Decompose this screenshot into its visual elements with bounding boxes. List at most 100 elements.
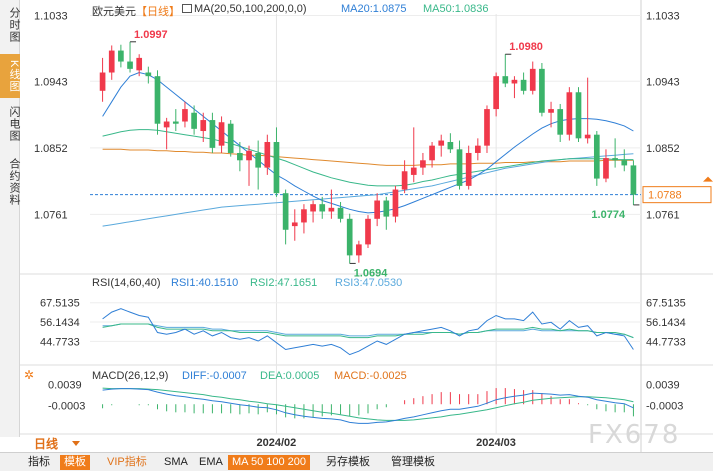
save-template-button[interactable]: 另存模板 bbox=[326, 456, 370, 468]
candle-body bbox=[200, 120, 207, 132]
candle-body bbox=[99, 72, 106, 91]
macd-macd-value: MACD:-0.0025 bbox=[334, 370, 407, 382]
macd-tick-left: 0.0039 bbox=[48, 380, 82, 392]
current-price-tag bbox=[642, 186, 712, 204]
price-tick-right: 1.0943 bbox=[646, 76, 680, 88]
rsi-tick-left: 44.7733 bbox=[40, 336, 80, 348]
tab-kline[interactable]: K线图 bbox=[0, 54, 20, 98]
candle-body bbox=[484, 109, 490, 146]
candle-body bbox=[301, 209, 307, 223]
manage-template-button[interactable]: 管理模板 bbox=[391, 456, 435, 468]
candle-body bbox=[511, 79, 518, 84]
bottom-toolbar: 指标 模板 VIP指标 SMA EMA MA 50 100 200 另存模板 管… bbox=[0, 452, 713, 471]
ma50-value: MA50:1.0836 bbox=[423, 3, 489, 15]
ma200-line bbox=[102, 148, 634, 166]
candle-body bbox=[118, 50, 124, 62]
candle-body bbox=[356, 244, 362, 256]
candle-body bbox=[374, 200, 380, 219]
candle-body bbox=[429, 145, 435, 161]
ma100-line bbox=[102, 153, 634, 227]
macd-diff-value: DIFF:-0.0007 bbox=[182, 370, 247, 382]
candle-body bbox=[584, 134, 591, 139]
candle-body bbox=[136, 57, 143, 71]
macd-diff-line bbox=[102, 388, 634, 424]
candle-body bbox=[438, 140, 445, 146]
candle-body bbox=[575, 92, 582, 139]
candle-body bbox=[630, 165, 637, 195]
rsi-lines bbox=[102, 308, 634, 356]
macd-tick-right: -0.0003 bbox=[646, 401, 683, 413]
candle-body bbox=[319, 204, 326, 212]
tab-timeshare[interactable]: 分时图 bbox=[8, 7, 20, 43]
candle-body bbox=[127, 61, 133, 69]
ma-50-100-200-button[interactable]: MA 50 100 200 bbox=[228, 455, 311, 470]
candle-body bbox=[108, 50, 115, 73]
low-annotation-1: 1.0694 bbox=[354, 267, 389, 279]
indicator-button[interactable]: 指标 bbox=[28, 456, 50, 468]
candle-body bbox=[255, 152, 262, 168]
sidebar: 分时图 K线图 闪电图 合约资料 bbox=[0, 0, 20, 437]
price-tick-left: 1.0761 bbox=[34, 209, 68, 221]
symbol-title: 欧元美元【日线】 bbox=[92, 6, 180, 18]
macd-settings-icon[interactable]: ✲ bbox=[24, 368, 35, 382]
rsi-label: RSI(14,60,40) bbox=[92, 277, 161, 289]
tab-contract-info[interactable]: 合约资料 bbox=[8, 158, 20, 206]
rsi-tick-left: 67.5135 bbox=[40, 298, 80, 310]
ma50-line bbox=[102, 129, 634, 187]
candle-body bbox=[447, 142, 454, 150]
period-select[interactable]: 日线 bbox=[34, 437, 59, 451]
candle-body bbox=[465, 152, 472, 186]
ma-lines bbox=[102, 71, 634, 227]
candle-body bbox=[172, 121, 179, 124]
macd-tick-right: 0.0039 bbox=[646, 380, 680, 392]
chevron-down-icon bbox=[72, 441, 80, 446]
candle-body bbox=[264, 142, 271, 168]
candle-body bbox=[612, 158, 618, 161]
candle-body bbox=[410, 167, 417, 175]
candle-body bbox=[337, 207, 344, 219]
ema-button[interactable]: EMA bbox=[199, 456, 223, 468]
rsi-tick-right: 44.7733 bbox=[646, 336, 686, 348]
watermark-logo: FX678 bbox=[588, 420, 681, 450]
candle-body bbox=[218, 122, 225, 146]
price-tick-right: 1.0852 bbox=[646, 143, 680, 155]
candle-body bbox=[383, 200, 390, 217]
ma-indicator-label[interactable]: MA(20,50,100,200,0,0) bbox=[182, 3, 307, 15]
candle-body bbox=[566, 92, 573, 135]
price-arrow-icon bbox=[703, 176, 713, 182]
kline-chart[interactable]: 1.1033 1.1033 1.0943 1.0943 1.0852 1.0852 1.07… bbox=[0, 0, 713, 452]
vip-indicator-button[interactable]: VIP指标 bbox=[107, 456, 147, 468]
candle-body bbox=[401, 171, 408, 190]
template-button[interactable]: 模板 bbox=[60, 455, 90, 470]
sma-button[interactable]: SMA bbox=[164, 456, 188, 468]
rsi3-value: RSI3:47.0530 bbox=[335, 277, 403, 289]
candle-body bbox=[456, 149, 463, 186]
price-tick-right: 1.0761 bbox=[646, 209, 680, 221]
ma20-value: MA20:1.0875 bbox=[341, 3, 407, 15]
candle-body bbox=[420, 160, 426, 168]
x-axis-label: 2024/02 bbox=[256, 437, 296, 449]
rsi2-value: RSI2:47.1651 bbox=[250, 277, 318, 289]
candle-body bbox=[529, 68, 536, 91]
x-axis-label: 2024/03 bbox=[476, 437, 516, 449]
price-tick-left: 1.1033 bbox=[34, 10, 68, 22]
grid-lines bbox=[20, 0, 713, 452]
candle-body bbox=[191, 112, 197, 129]
macd-dea-value: DEA:0.0005 bbox=[260, 370, 320, 382]
macd-tick-left: -0.0003 bbox=[48, 401, 85, 413]
macd-dea-line bbox=[102, 387, 634, 421]
high-annotation-2: 1.0980 bbox=[509, 41, 543, 53]
rsi1-line bbox=[102, 308, 634, 356]
candle-body bbox=[557, 109, 564, 135]
candle-body bbox=[163, 121, 170, 128]
candle-body bbox=[182, 109, 188, 122]
macd-series bbox=[102, 387, 634, 424]
candle-body bbox=[282, 193, 289, 230]
candle-body bbox=[493, 76, 499, 110]
ma-icon bbox=[182, 4, 192, 13]
tab-flash[interactable]: 闪电图 bbox=[8, 106, 20, 142]
current-price-text: 1.0788 bbox=[648, 190, 682, 202]
candle-body bbox=[209, 120, 216, 148]
candle-body bbox=[539, 68, 545, 113]
rsi2-line bbox=[102, 323, 634, 339]
